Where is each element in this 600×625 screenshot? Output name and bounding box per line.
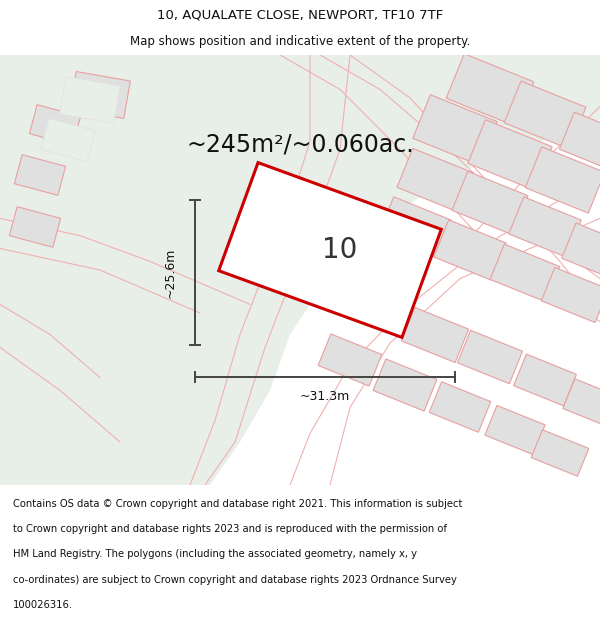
Polygon shape <box>379 197 451 257</box>
Text: Map shows position and indicative extent of the property.: Map shows position and indicative extent… <box>130 35 470 48</box>
Polygon shape <box>413 95 497 165</box>
Text: Contains OS data © Crown copyright and database right 2021. This information is : Contains OS data © Crown copyright and d… <box>13 499 463 509</box>
Polygon shape <box>70 71 130 119</box>
Text: ~245m²/~0.060ac.: ~245m²/~0.060ac. <box>186 133 414 157</box>
Text: HM Land Registry. The polygons (including the associated geometry, namely x, y: HM Land Registry. The polygons (includin… <box>13 549 417 559</box>
Text: ~31.3m: ~31.3m <box>300 391 350 404</box>
Polygon shape <box>429 382 491 432</box>
Polygon shape <box>457 330 523 384</box>
Polygon shape <box>346 282 413 338</box>
Polygon shape <box>525 147 600 213</box>
Polygon shape <box>514 354 577 406</box>
Polygon shape <box>446 54 534 126</box>
Polygon shape <box>29 105 80 145</box>
Polygon shape <box>531 430 589 476</box>
Text: co-ordinates) are subject to Crown copyright and database rights 2023 Ordnance S: co-ordinates) are subject to Crown copyr… <box>13 574 457 584</box>
Polygon shape <box>485 406 545 454</box>
Polygon shape <box>490 244 560 302</box>
Polygon shape <box>397 148 473 212</box>
Polygon shape <box>468 120 552 190</box>
Polygon shape <box>318 334 382 386</box>
Polygon shape <box>10 207 61 248</box>
Polygon shape <box>41 118 95 162</box>
Polygon shape <box>59 76 121 124</box>
Polygon shape <box>219 162 441 338</box>
Polygon shape <box>401 308 469 362</box>
Text: 10, AQUALATE CLOSE, NEWPORT, TF10 7TF: 10, AQUALATE CLOSE, NEWPORT, TF10 7TF <box>157 9 443 22</box>
Polygon shape <box>373 359 437 411</box>
Polygon shape <box>14 155 65 195</box>
Text: 100026316.: 100026316. <box>13 600 73 610</box>
Polygon shape <box>559 112 600 168</box>
Polygon shape <box>509 197 581 257</box>
Text: 10: 10 <box>322 236 358 264</box>
Polygon shape <box>434 220 506 280</box>
Text: ~25.6m: ~25.6m <box>163 248 176 298</box>
Polygon shape <box>0 55 600 485</box>
Polygon shape <box>563 379 600 428</box>
Polygon shape <box>504 81 586 149</box>
Polygon shape <box>452 171 528 234</box>
Polygon shape <box>562 223 600 277</box>
Polygon shape <box>541 268 600 322</box>
Text: to Crown copyright and database rights 2023 and is reproduced with the permissio: to Crown copyright and database rights 2… <box>13 524 447 534</box>
